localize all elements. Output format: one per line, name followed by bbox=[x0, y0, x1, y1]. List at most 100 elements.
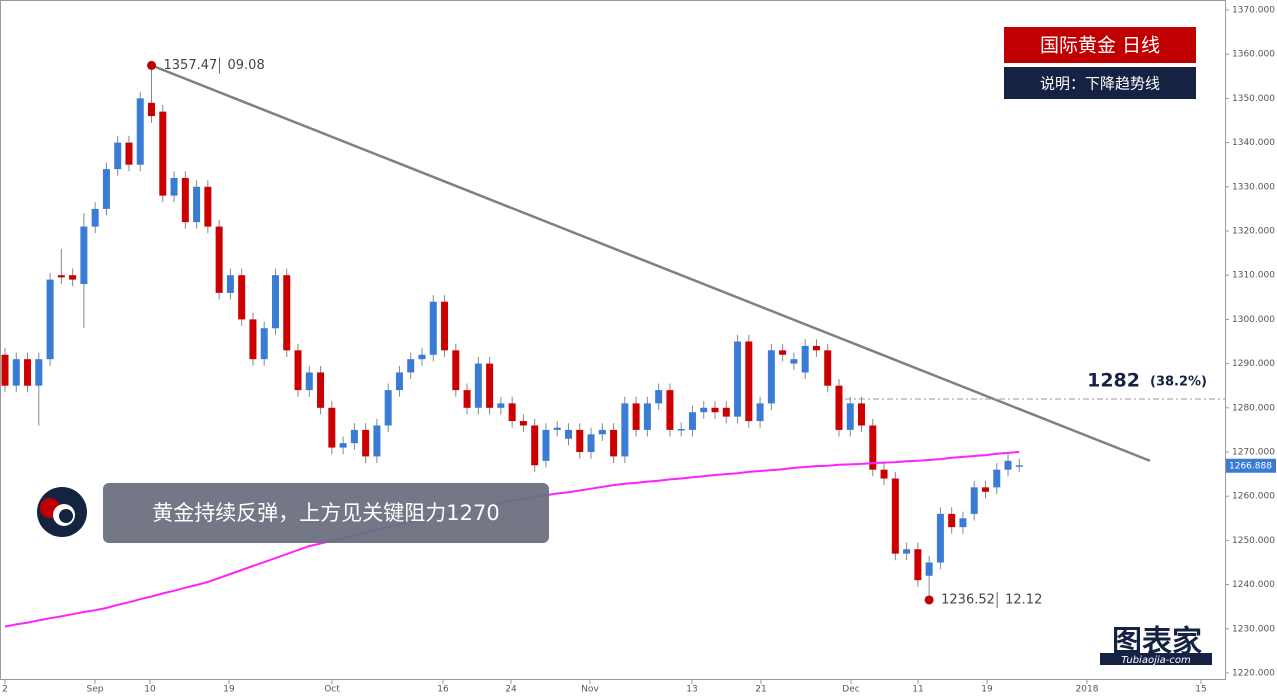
x-tick-label: 13 bbox=[686, 685, 697, 695]
level-label: 1282 bbox=[1087, 369, 1140, 391]
logo-url: Tubiaojia-com bbox=[1121, 655, 1191, 666]
candle-body bbox=[452, 350, 460, 391]
candle-body bbox=[621, 403, 629, 457]
level-note: (38.2%) bbox=[1150, 374, 1207, 389]
candle-body bbox=[384, 390, 392, 426]
candle-body bbox=[587, 434, 595, 452]
y-tick-label: 1280.000 bbox=[1232, 403, 1275, 413]
y-tick-label: 1360.000 bbox=[1232, 50, 1275, 60]
candle-body bbox=[350, 429, 358, 444]
candle-body bbox=[948, 513, 956, 528]
candle-body bbox=[294, 350, 302, 391]
candle-body bbox=[429, 301, 437, 355]
candle-body bbox=[170, 177, 178, 196]
candle-body bbox=[880, 469, 888, 479]
candle-body bbox=[846, 403, 854, 430]
candle-body bbox=[125, 142, 133, 165]
candle-body bbox=[688, 412, 696, 430]
candle-body bbox=[181, 177, 189, 223]
candle-body bbox=[824, 350, 832, 386]
extreme-price: 1357.47 bbox=[164, 58, 218, 73]
candle-body bbox=[531, 425, 539, 466]
candle-body bbox=[305, 372, 313, 391]
extreme-price: 1236.52 bbox=[941, 592, 995, 607]
candle-body bbox=[632, 403, 640, 430]
trendline bbox=[151, 64, 1151, 463]
candle-body bbox=[57, 275, 65, 278]
extreme-date: 12.12 bbox=[1005, 592, 1042, 607]
y-tick-label: 1330.000 bbox=[1232, 182, 1275, 192]
candle-body bbox=[373, 425, 381, 457]
candle-body bbox=[148, 102, 156, 117]
extreme-dot bbox=[924, 595, 934, 605]
candle-body bbox=[474, 363, 482, 408]
plot-frame bbox=[0, 0, 1226, 680]
candle-body bbox=[136, 98, 144, 165]
candle-body bbox=[970, 487, 978, 514]
candle-body bbox=[91, 208, 99, 227]
candle-body bbox=[486, 363, 494, 408]
y-tick-label: 1370.000 bbox=[1232, 6, 1275, 16]
candle-body bbox=[598, 429, 606, 435]
y-tick-label: 1320.000 bbox=[1232, 227, 1275, 237]
x-tick-label: 19 bbox=[223, 685, 235, 695]
candle-body bbox=[756, 403, 764, 422]
x-tick-label: 16 bbox=[437, 685, 449, 695]
candle-body bbox=[891, 478, 899, 554]
candle-body bbox=[339, 443, 347, 448]
candle-body bbox=[914, 549, 922, 581]
candle-body bbox=[215, 226, 223, 293]
y-tick-label: 1260.000 bbox=[1232, 492, 1275, 502]
title-box bbox=[1004, 27, 1196, 63]
candle-body bbox=[24, 359, 32, 386]
avatar-icon bbox=[37, 487, 87, 537]
candle-body bbox=[869, 425, 877, 470]
price-tag bbox=[1226, 458, 1276, 473]
candle-body bbox=[102, 169, 110, 209]
candle-body bbox=[666, 390, 674, 430]
candle-body bbox=[745, 341, 753, 422]
candle-body bbox=[407, 359, 415, 373]
callout: 黄金持续反弹，上方见关键阻力1270 bbox=[152, 501, 499, 525]
y-tick-label: 1290.000 bbox=[1232, 359, 1275, 369]
candle-body bbox=[80, 226, 88, 285]
candle-body bbox=[418, 354, 426, 360]
candle-body bbox=[936, 513, 944, 563]
candle-body bbox=[959, 518, 967, 528]
candle-body bbox=[463, 390, 471, 408]
x-tick-label: 15 bbox=[1195, 685, 1206, 695]
y-tick-label: 1300.000 bbox=[1232, 315, 1275, 325]
candle-body bbox=[249, 319, 257, 360]
candle-body bbox=[508, 403, 516, 422]
candle-body bbox=[722, 407, 730, 417]
candle-body bbox=[565, 429, 572, 439]
candle-body bbox=[238, 275, 246, 320]
y-tick-label: 1310.000 bbox=[1232, 271, 1275, 281]
title: 国际黄金 日线 bbox=[1040, 35, 1160, 57]
candle-body bbox=[542, 429, 550, 461]
x-tick-label: Nov bbox=[581, 685, 599, 695]
extreme-dot bbox=[147, 60, 157, 70]
candle-body bbox=[903, 549, 911, 554]
x-tick-label: 19 bbox=[981, 685, 993, 695]
candle-body bbox=[1, 354, 9, 386]
x-tick-label: 21 bbox=[755, 685, 766, 695]
y-tick-label: 1230.000 bbox=[1232, 624, 1275, 634]
candle-body bbox=[1004, 460, 1012, 470]
candle-body bbox=[497, 403, 505, 408]
y-tick-label: 1240.000 bbox=[1232, 580, 1275, 590]
candle-body bbox=[858, 403, 866, 426]
candle-body bbox=[226, 275, 234, 293]
candle-body bbox=[767, 350, 775, 404]
candle-body bbox=[700, 407, 708, 413]
candle-body bbox=[677, 429, 685, 431]
candle-body bbox=[12, 359, 20, 386]
candle-body bbox=[395, 372, 403, 391]
candle-body bbox=[925, 562, 933, 576]
candle-body bbox=[204, 186, 212, 227]
candle-body bbox=[260, 328, 268, 360]
logo-band bbox=[1100, 653, 1212, 665]
candle-body bbox=[114, 142, 122, 170]
candle-body bbox=[734, 341, 742, 417]
